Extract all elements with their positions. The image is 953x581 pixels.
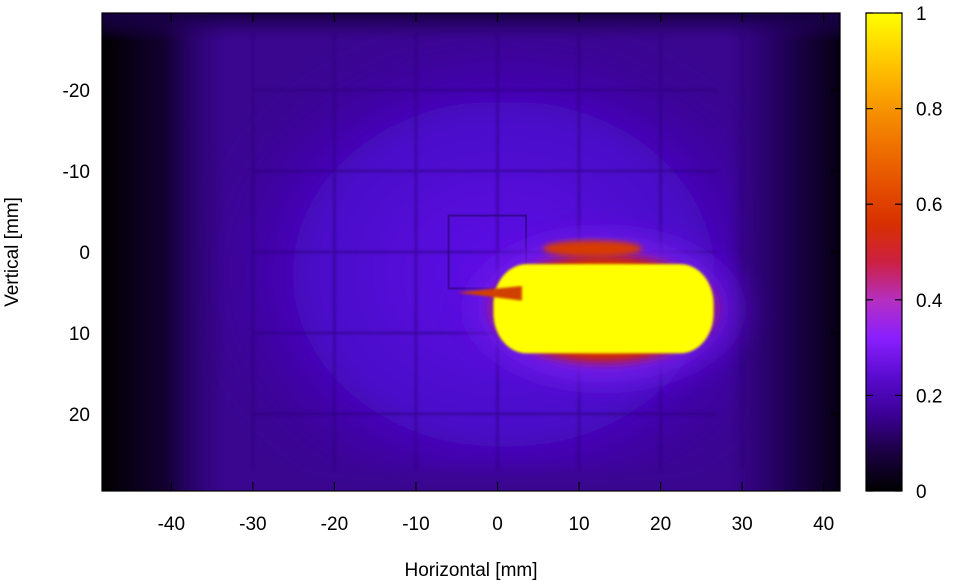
x-tick-label: 0 [492, 514, 503, 535]
colorbar-tick-label: 0 [916, 482, 927, 503]
x-tick-label: 30 [732, 514, 753, 535]
x-tick-label: -30 [239, 514, 266, 535]
x-axis-label: Horizontal [mm] [404, 560, 537, 581]
x-tick-label: -40 [158, 514, 185, 535]
x-tick-label: 40 [813, 514, 834, 535]
colorbar-ticks [866, 12, 902, 492]
y-tick-label: 20 [69, 405, 90, 426]
x-tick-label: 20 [650, 514, 671, 535]
colorbar-tick-label: 0.4 [916, 291, 943, 312]
hotspot-top-band [542, 240, 643, 257]
axis-ticks [102, 13, 840, 491]
colorbar-tick-label: 0.8 [916, 100, 942, 121]
x-tick-label: 10 [568, 514, 589, 535]
colorbar [865, 12, 903, 492]
heatmap-top-edge [102, 13, 840, 42]
x-tick-label: -10 [402, 514, 429, 535]
colorbar-tick-labels: 0 0.2 0.4 0.6 0.8 1 [916, 4, 943, 503]
y-tick-label: 0 [79, 243, 90, 264]
hotspot-core [493, 264, 714, 354]
x-tick-label: -20 [321, 514, 348, 535]
colorbar-tick-label: 1 [916, 4, 927, 25]
colorbar-tick-label: 0.6 [916, 195, 942, 216]
y-axis-label: Vertical [mm] [2, 197, 23, 307]
heatmap-image [102, 13, 840, 491]
colorbar-tick-label: 0.2 [916, 386, 942, 407]
hotspot-notch [456, 286, 522, 301]
y-tick-label: -20 [63, 81, 90, 102]
y-tick-label: 10 [69, 324, 90, 345]
y-tick-label: -10 [63, 162, 90, 183]
x-tick-labels: -40 -30 -20 -10 0 10 20 30 40 [158, 514, 835, 535]
y-tick-labels: -20 -10 0 10 20 [63, 81, 90, 426]
heatmap-right-edge [725, 13, 840, 491]
heatmap-left-edge [102, 13, 229, 491]
